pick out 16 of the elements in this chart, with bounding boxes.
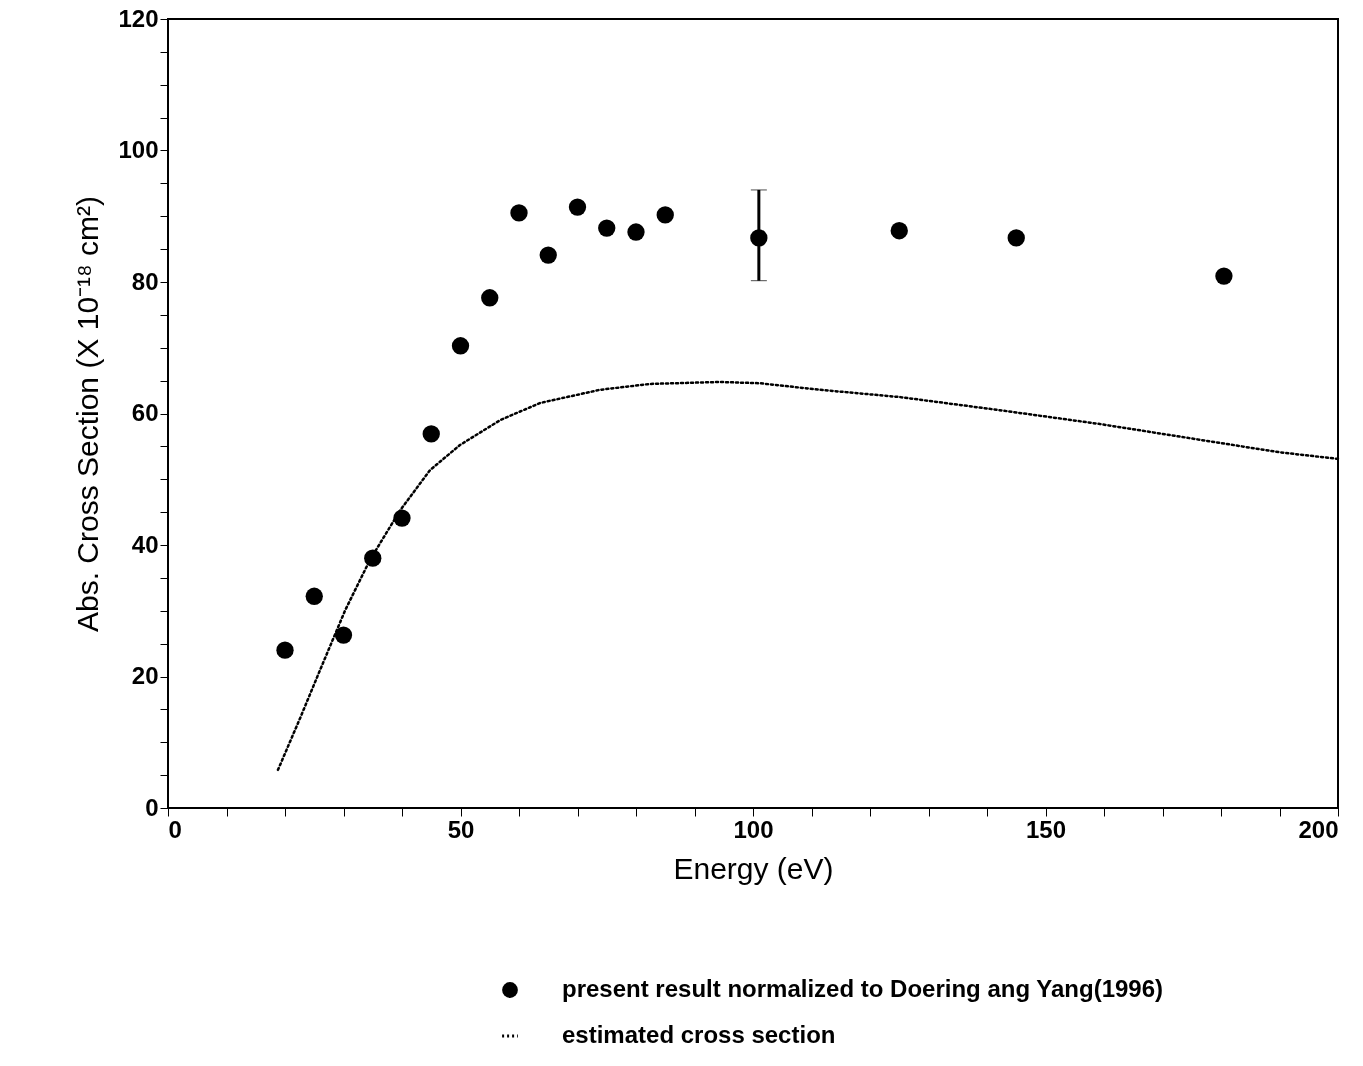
legend-label: present result normalized to Doering ang Yang(1996) <box>562 975 1164 1002</box>
x-tick-label: 50 <box>447 815 475 843</box>
y-tick-label: 80 <box>131 267 159 295</box>
y-axis-title: Abs. Cross Section (X 10⁻¹⁸ cm²) <box>71 195 105 633</box>
x-axis-title: Energy (eV) <box>673 851 834 885</box>
legend-label: estimated cross section <box>562 1021 836 1048</box>
y-tick-label: 20 <box>131 662 159 689</box>
x-tick-label: 200 <box>1298 815 1339 843</box>
x-tick-label: 0 <box>168 815 182 843</box>
y-tick-label: 0 <box>145 793 159 821</box>
x-tick-label: 150 <box>1025 815 1067 843</box>
y-tick-label: 40 <box>131 530 159 558</box>
y-tick-label: 60 <box>131 399 159 426</box>
x-tick-label: 100 <box>733 815 774 843</box>
y-tick-label: 120 <box>118 4 159 32</box>
y-tick-label: 100 <box>118 136 159 163</box>
